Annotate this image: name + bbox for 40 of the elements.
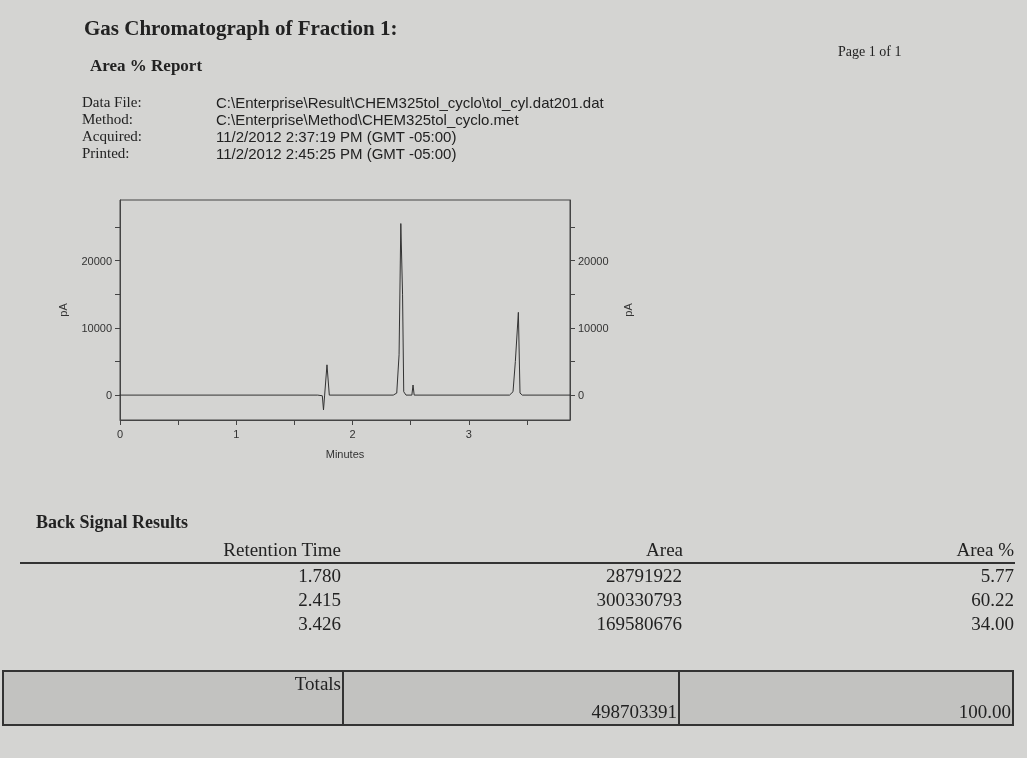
text: 11/2/2012 2:37:19 PM (GMT -05:00) — [216, 128, 457, 145]
text: 28791922 — [605, 564, 683, 588]
y2-tick-label: 20000 — [578, 254, 609, 267]
text: Page 1 of 1 — [838, 44, 902, 60]
text: Totals — [3, 671, 343, 725]
text: Area % — [683, 538, 1015, 563]
text: 2.415 — [297, 588, 342, 612]
chart-title: Gas Chromatograph of Fraction 1: — [84, 16, 398, 41]
x-tick-label: 1 — [233, 427, 240, 440]
text: Area — [342, 538, 683, 563]
x-tick-label: 3 — [465, 427, 472, 440]
text: Printed: — [82, 145, 130, 162]
chart-subtitle: Area % Report — [90, 56, 203, 76]
text: Acquired: — [82, 128, 142, 145]
text: 100.00 — [679, 671, 1013, 725]
text: C:\Enterprise\Method\CHEM325tol_cyclo.met — [216, 111, 519, 128]
y2-tick-label: 10000 — [578, 321, 609, 334]
y-tick-label: 20000 — [81, 254, 112, 267]
y-axis-title: pA — [56, 302, 69, 317]
text: C:\Enterprise\Result\CHEM325tol_cyclo\tol_cyl.dat201.dat — [216, 94, 604, 111]
y-tick-label: 0 — [105, 389, 112, 402]
y-tick-label: 10000 — [81, 321, 112, 334]
text: 169580676 — [595, 612, 683, 636]
text: 498703391 — [343, 671, 679, 725]
x-axis-title: Minutes — [325, 447, 365, 460]
text: Data File: — [82, 94, 142, 111]
x-tick-label: 0 — [116, 427, 124, 440]
text: Method: — [82, 111, 133, 128]
text: 1.780 — [297, 564, 342, 588]
text: 5.77 — [979, 564, 1015, 588]
text: 11/2/2012 2:45:25 PM (GMT -05:00) — [216, 145, 457, 162]
text: Retention Time — [20, 538, 342, 563]
y2-tick-label: 0 — [578, 389, 585, 402]
text: 60.22 — [970, 588, 1015, 612]
text: 300330793 — [595, 588, 683, 612]
x-tick-label: 2 — [349, 427, 356, 440]
text: 34.00 — [970, 612, 1015, 636]
text: Back Signal Results — [36, 512, 189, 533]
y2-axis-title: pA — [621, 302, 634, 317]
text: 3.426 — [297, 612, 342, 636]
